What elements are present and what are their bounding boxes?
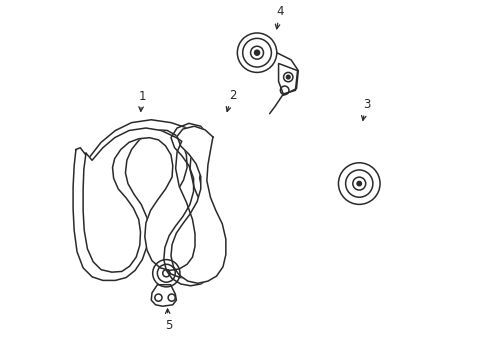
Circle shape <box>356 181 361 186</box>
Text: 4: 4 <box>276 5 284 18</box>
Text: 1: 1 <box>138 90 146 103</box>
Polygon shape <box>163 123 218 286</box>
Circle shape <box>254 50 259 55</box>
Polygon shape <box>83 128 195 272</box>
Polygon shape <box>151 285 176 306</box>
Text: 5: 5 <box>164 319 172 332</box>
Text: 2: 2 <box>229 89 236 102</box>
Text: 3: 3 <box>362 98 369 111</box>
Polygon shape <box>278 63 297 94</box>
Polygon shape <box>73 120 209 280</box>
Polygon shape <box>171 126 225 283</box>
Circle shape <box>286 75 289 79</box>
